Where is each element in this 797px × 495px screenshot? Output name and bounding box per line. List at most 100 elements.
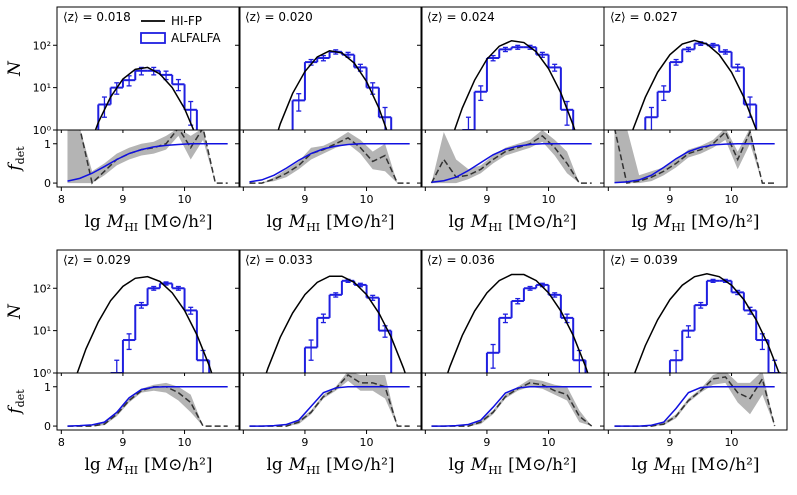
x-tick-label: 9 (119, 193, 126, 206)
x-tick-label: 10 (178, 436, 192, 449)
hi-fp-curve (76, 275, 213, 373)
x-axis-label: lg MHI [M⊙/h²] (631, 212, 759, 234)
panel: 9 10 ⟨z⟩ = 0.020 lg MHI [M⊙/h²] (235, 6, 423, 234)
fdet-plot (614, 373, 776, 427)
fdet-band (67, 130, 228, 184)
y-label-subscript: det (14, 389, 27, 408)
error-bar (685, 325, 691, 338)
x-label-prefix: lg (448, 455, 464, 475)
x-tick-label: 9 (301, 436, 308, 449)
x-label-unit: [M⊙/h²] (326, 212, 394, 232)
y-tick-label: 0 (44, 177, 51, 190)
x-label-unit: [M⊙/h²] (508, 212, 576, 232)
y-tick-label: 10¹ (33, 82, 51, 95)
x-tick-label: 9 (119, 436, 126, 449)
x-axis-label: lg MHI [M⊙/h²] (631, 455, 759, 477)
error-bar (188, 306, 194, 315)
panel: 10⁰ 10¹ 10² 0 1 8 9 10 ⟨z⟩ = 0.018 lg MHI [M⊙/h²] Nf… (5, 6, 241, 234)
x-axis-label: lg MHI [M⊙/h²] (84, 212, 212, 234)
x-axis-label: lg MHI [M⊙/h²] (266, 212, 394, 234)
x-label-subscript: HI (124, 221, 138, 234)
error-bar (661, 85, 667, 102)
fdet-ratio-line (431, 382, 593, 427)
x-axis-label: lg MHI [M⊙/h²] (448, 455, 576, 477)
panel: 9 10 ⟨z⟩ = 0.033 lg MHI [M⊙/h²] (235, 249, 423, 477)
legend-label: ALFALFA (171, 31, 221, 45)
error-bar (126, 333, 132, 351)
x-tick-label: 10 (725, 193, 739, 206)
hi-fp-curve (632, 39, 758, 130)
x-label-symbol: M (288, 455, 307, 475)
x-label-subscript: HI (671, 464, 685, 477)
hi-fp-curve (277, 50, 388, 130)
fdet-plot (249, 131, 410, 184)
x-label-symbol: M (288, 212, 307, 232)
x-label-prefix: lg (84, 455, 100, 475)
top-plot (453, 39, 576, 130)
x-label-unit: [M⊙/h²] (508, 455, 576, 475)
x-label-unit: [M⊙/h²] (144, 455, 212, 475)
x-tick-label: 9 (301, 193, 308, 206)
error-bar (175, 285, 181, 291)
error-bar (685, 46, 691, 53)
error-bar (552, 292, 558, 298)
top-frame (603, 6, 788, 131)
legend-swatch (140, 32, 166, 44)
x-axis-label: lg MHI [M⊙/h²] (448, 212, 576, 234)
error-bar (527, 285, 533, 291)
fdet-frame (56, 372, 241, 431)
top-plot (76, 275, 213, 373)
error-bar (502, 313, 508, 324)
fdet-ratio-line (67, 386, 228, 427)
x-tick-label: 9 (483, 193, 490, 206)
x-label-unit: [M⊙/h²] (144, 212, 212, 232)
y-axis-label: fdet (5, 146, 27, 173)
fdet-frame (238, 129, 423, 188)
error-bar (320, 313, 326, 324)
fdet-ratio-line (614, 376, 776, 427)
hi-fp-curve (265, 275, 406, 373)
error-bar (101, 96, 107, 118)
x-axis-label: lg MHI [M⊙/h²] (266, 455, 394, 477)
x-axis-label: lg MHI [M⊙/h²] (84, 455, 212, 477)
error-bar (673, 58, 679, 66)
fdet-plot (430, 130, 592, 184)
y-axis-label: N (5, 60, 25, 77)
fdet-band (249, 373, 410, 427)
error-bar (296, 93, 302, 112)
panel: 9 10 ⟨z⟩ = 0.027 lg MHI [M⊙/h²] (600, 6, 788, 234)
fdet-model-line (614, 143, 775, 184)
annotation: ⟨z⟩ = 0.036 (427, 253, 495, 267)
annotation: ⟨z⟩ = 0.039 (610, 253, 678, 267)
annotation: ⟨z⟩ = 0.024 (427, 10, 495, 24)
hi-fp-curve (446, 273, 589, 373)
error-bar (478, 85, 484, 102)
error-bar (333, 292, 339, 298)
x-tick-label: 8 (58, 436, 65, 449)
x-tick-label: 10 (542, 193, 556, 206)
fdet-band (249, 131, 410, 184)
panel: 9 10 ⟨z⟩ = 0.036 lg MHI [M⊙/h²] (417, 249, 605, 477)
y-axis-label: N (5, 303, 25, 320)
y-label-symbol: f (5, 162, 25, 173)
fdet-model-line (431, 386, 592, 427)
panel: 9 10 ⟨z⟩ = 0.024 lg MHI [M⊙/h²] (417, 6, 605, 234)
x-label-prefix: lg (448, 212, 464, 232)
x-tick-label: 10 (725, 436, 739, 449)
x-tick-label: 10 (178, 193, 192, 206)
error-bar (564, 100, 570, 126)
fdet-band (614, 130, 775, 184)
x-label-subscript: HI (306, 464, 320, 477)
y-label-symbol: f (5, 405, 25, 416)
y-tick-label: 1 (44, 381, 51, 394)
x-label-prefix: lg (266, 455, 282, 475)
x-tick-label: 9 (666, 436, 673, 449)
error-bar (515, 297, 521, 305)
y-tick-label: 10⁰ (33, 367, 52, 380)
fdet-plot (67, 130, 228, 185)
x-label-symbol: M (106, 455, 125, 475)
fdet-band (431, 378, 592, 427)
x-label-prefix: lg (631, 212, 647, 232)
x-tick-label: 9 (483, 436, 490, 449)
